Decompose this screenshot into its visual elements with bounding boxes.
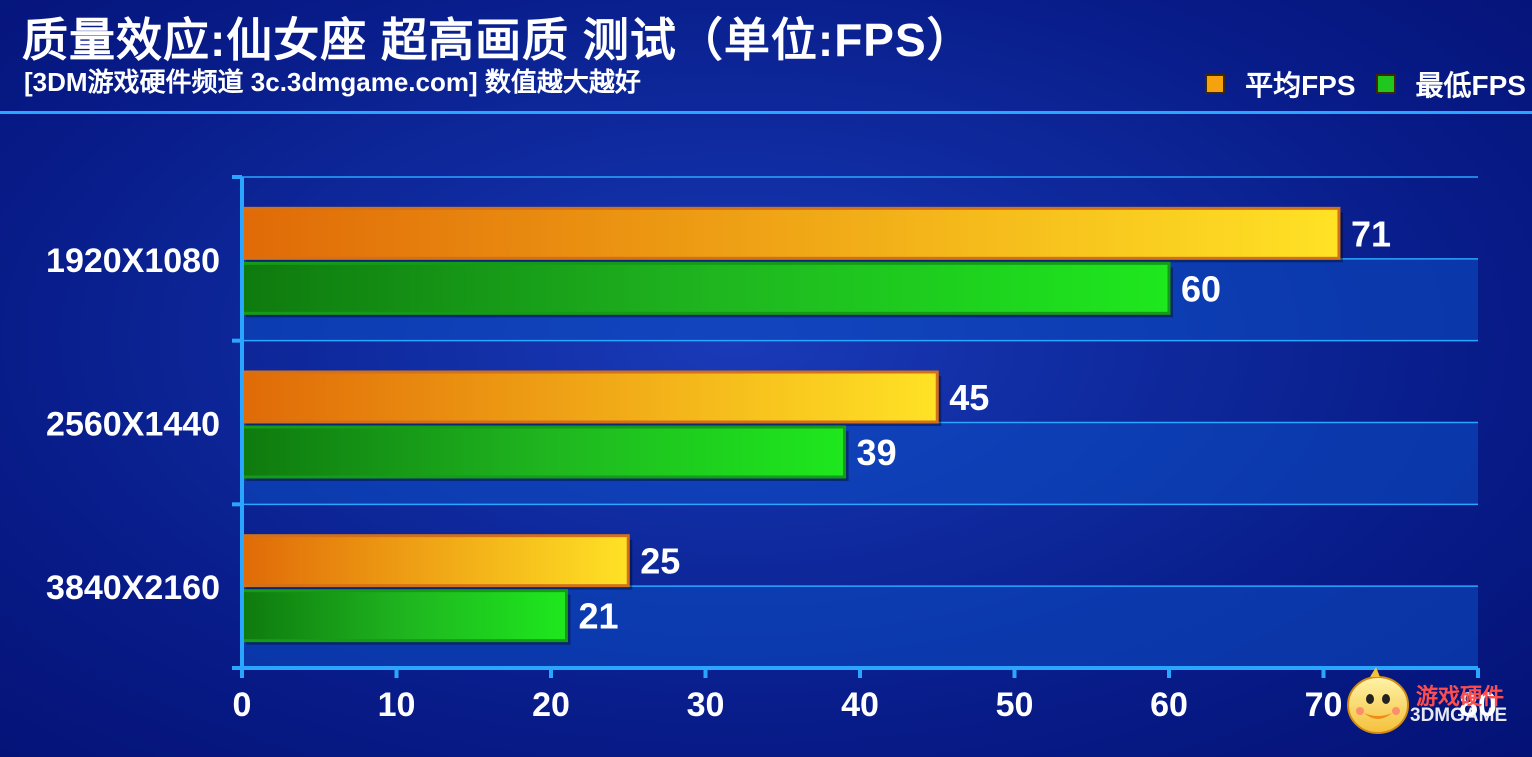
x-tick-label: 20 — [532, 686, 570, 724]
x-tick-label: 70 — [1305, 686, 1343, 724]
legend-item-avg: 平均FPS — [1205, 64, 1356, 104]
watermark-text-cn: 游戏硬件 — [1416, 684, 1505, 709]
chart-legend: 平均FPS 最低FPS — [1205, 66, 1526, 102]
bar-min — [240, 425, 847, 479]
watermark: 游戏硬件 3DMGAME — [1330, 663, 1510, 743]
category-label: 3840X2160 — [46, 569, 220, 607]
x-tick-label: 0 — [233, 686, 252, 724]
data-label: 39 — [857, 432, 897, 473]
mascot-icon — [1347, 667, 1409, 734]
data-label: 21 — [578, 596, 618, 637]
legend-label-min: 最低FPS — [1415, 70, 1526, 101]
header-divider — [0, 111, 1532, 114]
data-label: 71 — [1351, 213, 1391, 254]
bar-avg — [240, 534, 630, 588]
legend-swatch-min — [1375, 74, 1396, 94]
bar-min — [240, 589, 568, 643]
bar-min — [240, 261, 1171, 315]
data-label: 45 — [949, 377, 989, 418]
data-label: 60 — [1181, 268, 1221, 309]
x-tick-label: 30 — [687, 686, 725, 724]
x-tick-label: 10 — [378, 686, 416, 724]
legend-swatch-avg — [1205, 74, 1226, 94]
bar-avg — [240, 370, 939, 424]
data-label: 25 — [640, 541, 680, 582]
category-label: 2560X1440 — [46, 406, 220, 444]
x-tick-label: 60 — [1150, 686, 1188, 724]
x-tick-label: 80 — [1459, 686, 1497, 724]
x-tick-label: 40 — [841, 686, 879, 724]
watermark-text-en: 3DMGAME — [1410, 705, 1508, 726]
chart-title: 质量效应:仙女座 超高画质 测试（单位:FPS） — [22, 14, 974, 66]
category-label: 1920X1080 — [46, 242, 220, 280]
x-tick-label: 50 — [996, 686, 1034, 724]
chart-subtitle: [3DM游戏硬件频道 3c.3dmgame.com] 数值越大越好 — [24, 67, 641, 97]
bar-avg — [240, 206, 1341, 260]
legend-label-avg: 平均FPS — [1245, 70, 1356, 101]
legend-item-min: 最低FPS — [1375, 64, 1526, 104]
